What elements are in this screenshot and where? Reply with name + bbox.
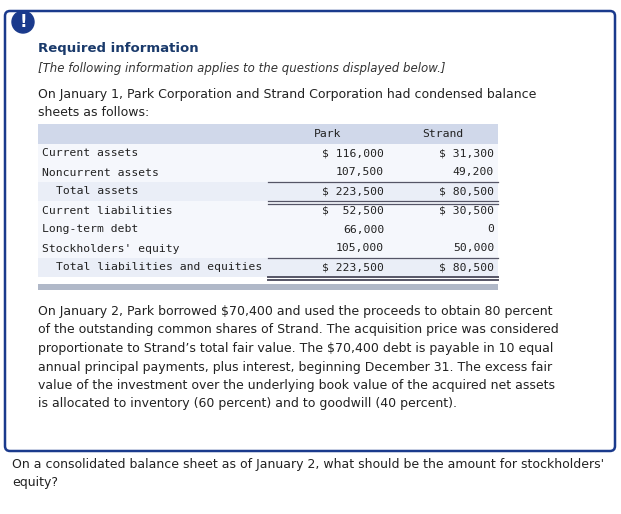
Text: 50,000: 50,000 xyxy=(453,244,494,253)
Text: Long-term debt: Long-term debt xyxy=(42,225,138,234)
Text: $ 80,500: $ 80,500 xyxy=(439,263,494,272)
Text: Total assets: Total assets xyxy=(56,187,138,196)
Text: $ 80,500: $ 80,500 xyxy=(439,187,494,196)
Text: On a consolidated balance sheet as of January 2, what should be the amount for s: On a consolidated balance sheet as of Ja… xyxy=(12,458,604,489)
Bar xyxy=(38,239,498,258)
Bar xyxy=(38,284,498,290)
Text: [The following information applies to the questions displayed below.]: [The following information applies to th… xyxy=(38,62,445,75)
Text: Current assets: Current assets xyxy=(42,149,138,158)
Bar xyxy=(38,124,498,144)
Text: 0: 0 xyxy=(487,225,494,234)
Text: Park: Park xyxy=(314,129,342,139)
Text: $ 116,000: $ 116,000 xyxy=(322,149,384,158)
Bar xyxy=(38,201,498,220)
Text: $ 223,500: $ 223,500 xyxy=(322,263,384,272)
Text: 66,000: 66,000 xyxy=(343,225,384,234)
Bar xyxy=(38,144,498,163)
Text: $ 31,300: $ 31,300 xyxy=(439,149,494,158)
Bar xyxy=(38,163,498,182)
Text: Required information: Required information xyxy=(38,42,199,55)
Text: Stockholders' equity: Stockholders' equity xyxy=(42,244,179,253)
Bar xyxy=(38,220,498,239)
Text: $ 223,500: $ 223,500 xyxy=(322,187,384,196)
Circle shape xyxy=(12,11,34,33)
FancyBboxPatch shape xyxy=(5,11,615,451)
Text: On January 1, Park Corporation and Strand Corporation had condensed balance
shee: On January 1, Park Corporation and Stran… xyxy=(38,88,537,119)
Text: $  52,500: $ 52,500 xyxy=(322,206,384,215)
Text: !: ! xyxy=(19,13,27,31)
Text: 49,200: 49,200 xyxy=(453,168,494,177)
Bar xyxy=(38,182,498,201)
Text: 107,500: 107,500 xyxy=(336,168,384,177)
Text: Strand: Strand xyxy=(422,129,464,139)
Text: Total liabilities and equities: Total liabilities and equities xyxy=(56,263,262,272)
Text: 105,000: 105,000 xyxy=(336,244,384,253)
Text: Current liabilities: Current liabilities xyxy=(42,206,173,215)
Bar xyxy=(38,258,498,277)
Text: Noncurrent assets: Noncurrent assets xyxy=(42,168,159,177)
Text: On January 2, Park borrowed $70,400 and used the proceeds to obtain 80 percent
o: On January 2, Park borrowed $70,400 and … xyxy=(38,305,559,411)
Text: $ 30,500: $ 30,500 xyxy=(439,206,494,215)
